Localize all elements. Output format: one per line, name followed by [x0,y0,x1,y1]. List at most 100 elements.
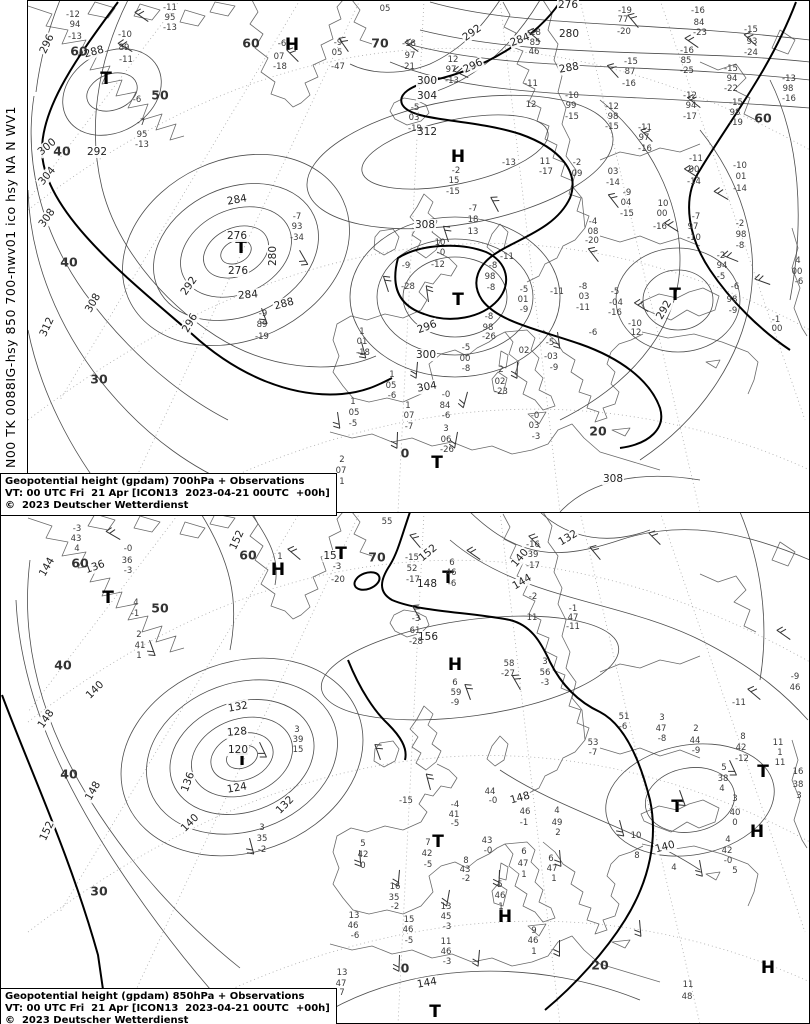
station-observation-value: 39 [292,735,304,745]
station-observation-value: -28 [409,637,423,647]
station-observation-value: 06 [440,435,452,445]
station-observation-value: 47 [655,724,667,734]
pressure-center-label: T [671,797,683,817]
station-observation-value: 46 [347,921,359,931]
contour-label: 284 [225,192,249,208]
wind-barb-icon [249,838,255,854]
station-observation-value: -5 [519,285,529,295]
station-observation-value: 3 [443,424,449,434]
station-observation-value: 6 [452,678,458,688]
pressure-center-label: T [429,1002,441,1022]
station-observation-value: -11 [689,154,703,164]
station-observation-value: 07 [335,466,347,476]
station-observation-value: -5 [716,272,726,282]
station-observation-value: -8 [657,734,667,744]
station-observation-value: -11 [163,3,177,13]
station-observation-value: -4 [588,217,598,227]
station-observation-value: -26 [440,445,454,455]
station-observation-value: -12 [605,102,619,112]
contour-label: 308 [82,290,104,316]
station-observation-value: -8 [488,261,498,271]
station-observation-value: -7 [136,118,146,128]
station-observation-value: -3 [442,957,452,967]
station-observation-value: -0 [723,856,733,866]
station-observation-value: 3 [259,823,265,833]
station-observation-value: -19 [729,118,743,128]
station-observation-value: 09 [571,169,583,179]
station-observation-value: -9 [333,38,343,48]
station-observation-value: 12 [630,328,642,338]
contour-label: 292 [177,273,201,299]
station-observation-value: -7 [588,748,598,758]
pressure-center-label: T [335,544,347,564]
station-observation-value: -5 [423,860,433,870]
station-observation-value: -17 [539,167,553,177]
wind-barb-icon [559,940,560,956]
station-observation-value: 43 [70,534,82,544]
contour-label: 288 [557,60,581,76]
station-observation-value: 94 [726,74,738,84]
station-observation-value: 43 [459,865,471,875]
station-observation-value: 41 [134,641,146,651]
wind-barb-icon [589,547,601,560]
station-observation-value: 98 [482,323,494,333]
station-observation-value: 44 [484,787,496,797]
station-observation-value: -9 [450,698,460,708]
station-observation-value: 03 [408,113,420,123]
station-observation-value: 84 [439,401,451,411]
station-observation-value: -8 [484,312,494,322]
station-observation-value: 5 [497,880,503,890]
station-observation-value: -15 [620,209,634,219]
contour-label: 292 [653,297,675,323]
station-observation-value: -15 [744,25,758,35]
contours-700-bold [40,1,797,449]
contour-label: 292 [459,21,485,45]
station-observation-value: 13 [336,968,348,978]
station-observation-value: 94 [69,20,81,30]
station-observation-value: -6 [618,722,628,732]
station-observation-value: -3 [531,432,541,442]
station-observation-value: 6 [548,854,554,864]
station-observation-value: 95 [136,130,148,140]
station-observation-value: 1 [136,651,142,661]
station-observation-value: 42 [357,850,369,860]
station-observation-value: -3 [123,566,133,576]
station-observation-value: -11 [576,303,590,313]
station-observation-value: 49 [551,818,563,828]
station-observation-value: -04 [609,298,623,308]
station-observation-value: 8 [463,856,469,866]
wind-barb-icon [106,531,121,540]
station-observation-value: 1 [405,401,411,411]
contour-label: 128 [225,725,249,739]
station-observation-value: 48 [681,992,693,1002]
station-observation-value: -2 [390,902,400,912]
station-observation-value: -19 [618,6,632,16]
wind-barb-icon [374,744,381,760]
station-observation-value: -9 [691,746,701,756]
station-observation-value: 2 [339,455,345,465]
station-observation-value: -11 [566,622,580,632]
wind-barb-icon [607,65,619,78]
station-observation-value: 05 [348,408,360,418]
station-observation-value: -12 [431,260,445,270]
station-observation-value: 2 [693,724,699,734]
station-observation-value: 2 [498,365,504,375]
station-observation-value: -16 [782,94,796,104]
graticule-label: 60 [754,110,772,126]
station-observation-value: 55 [381,517,393,527]
wind-barb-icon [648,532,661,545]
station-observation-value: 35 [256,834,268,844]
station-observation-value: 1 [777,748,783,758]
station-observation-value: 11 [774,758,786,768]
station-observation-value: -15 [399,796,413,806]
contour-label: 300 [414,349,438,361]
contour-label: 284 [236,288,260,302]
station-observation-value: -13 [782,74,796,84]
station-observation-value: -20 [585,236,599,246]
contour-label: 148 [34,706,58,732]
station-observation-value: 46 [402,925,414,935]
station-observation-value: 5 [360,839,366,849]
station-observation-value: -5 [450,819,460,829]
station-observation-value: -10 [565,91,579,101]
wind-barb-icon [619,820,625,836]
